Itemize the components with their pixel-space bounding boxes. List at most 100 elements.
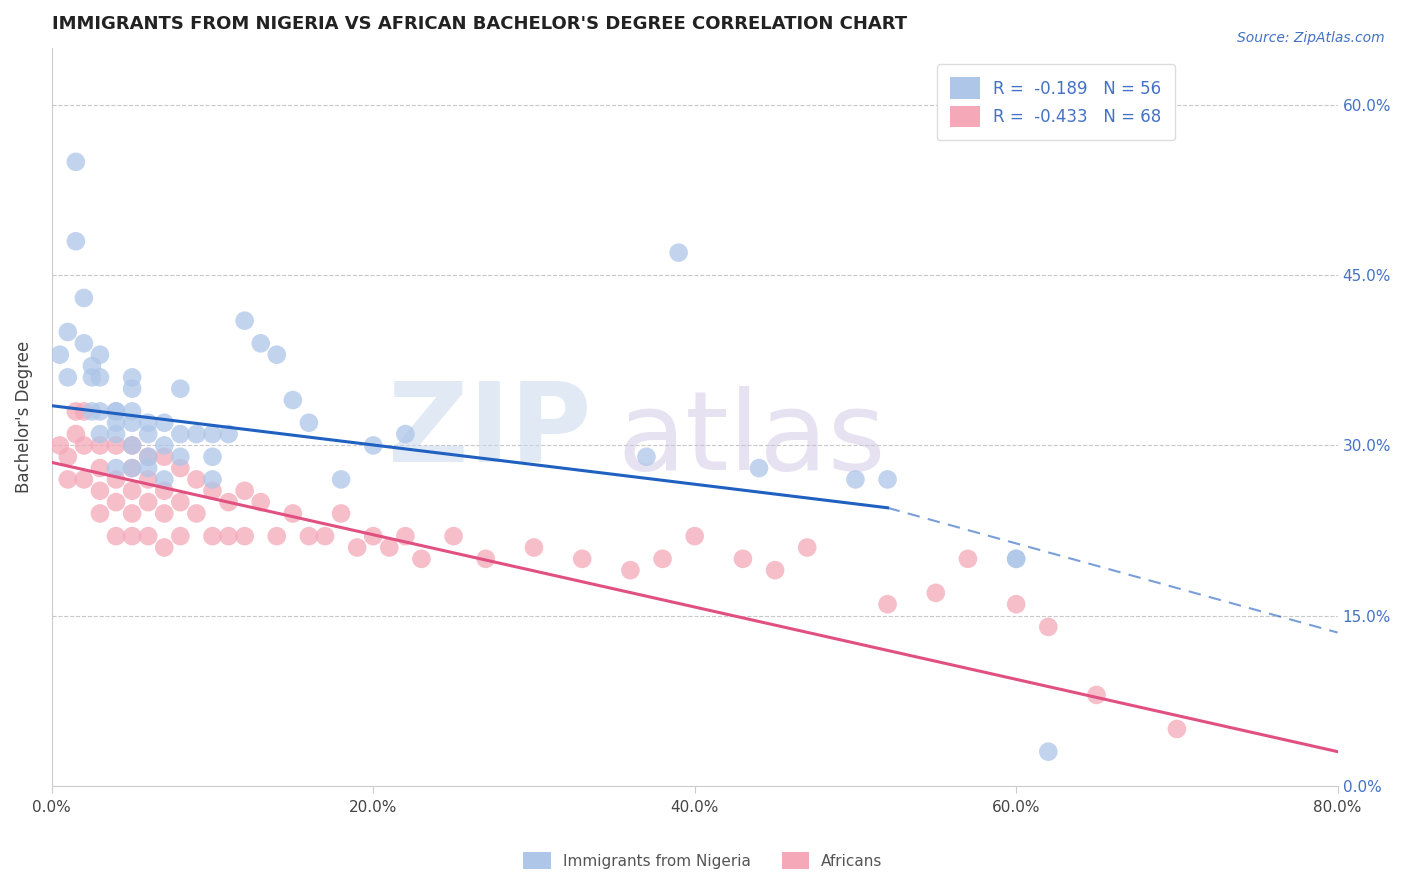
Point <box>844 472 866 486</box>
Point <box>65 404 87 418</box>
Point <box>619 563 641 577</box>
Point <box>153 483 176 498</box>
Point <box>153 450 176 464</box>
Point <box>169 427 191 442</box>
Point <box>153 472 176 486</box>
Point <box>121 461 143 475</box>
Point <box>330 472 353 486</box>
Point <box>136 427 159 442</box>
Point <box>474 551 496 566</box>
Point <box>956 551 979 566</box>
Point <box>1005 597 1028 611</box>
Point <box>523 541 546 555</box>
Point <box>233 483 256 498</box>
Point <box>56 450 79 464</box>
Point <box>186 472 208 486</box>
Point <box>876 472 898 486</box>
Point <box>201 450 224 464</box>
Point <box>73 336 96 351</box>
Point <box>89 507 111 521</box>
Point <box>1085 688 1108 702</box>
Point <box>89 404 111 418</box>
Text: atlas: atlas <box>617 385 886 492</box>
Point <box>748 461 770 475</box>
Point <box>218 495 240 509</box>
Point <box>121 382 143 396</box>
Point <box>89 348 111 362</box>
Point <box>266 529 288 543</box>
Y-axis label: Bachelor's Degree: Bachelor's Degree <box>15 341 32 493</box>
Point <box>683 529 706 543</box>
Point <box>121 438 143 452</box>
Point <box>636 450 658 464</box>
Point <box>80 404 103 418</box>
Point <box>89 370 111 384</box>
Point <box>218 529 240 543</box>
Point <box>169 382 191 396</box>
Point <box>105 438 128 452</box>
Point <box>105 495 128 509</box>
Point <box>169 461 191 475</box>
Point <box>65 154 87 169</box>
Point <box>233 529 256 543</box>
Point <box>201 529 224 543</box>
Point <box>49 348 72 362</box>
Point <box>731 551 754 566</box>
Point <box>361 438 384 452</box>
Point <box>136 461 159 475</box>
Point <box>153 438 176 452</box>
Point <box>89 483 111 498</box>
Point <box>298 416 321 430</box>
Point <box>56 325 79 339</box>
Point <box>121 416 143 430</box>
Point <box>153 416 176 430</box>
Text: IMMIGRANTS FROM NIGERIA VS AFRICAN BACHELOR'S DEGREE CORRELATION CHART: IMMIGRANTS FROM NIGERIA VS AFRICAN BACHE… <box>52 15 907 33</box>
Point <box>136 495 159 509</box>
Point <box>89 461 111 475</box>
Point <box>56 370 79 384</box>
Point <box>136 450 159 464</box>
Point <box>105 404 128 418</box>
Point <box>186 427 208 442</box>
Point <box>105 427 128 442</box>
Point <box>571 551 593 566</box>
Point <box>105 404 128 418</box>
Point <box>201 472 224 486</box>
Point <box>105 461 128 475</box>
Point <box>105 529 128 543</box>
Point <box>169 495 191 509</box>
Point <box>1005 551 1028 566</box>
Point <box>169 529 191 543</box>
Point <box>763 563 786 577</box>
Point <box>411 551 433 566</box>
Point <box>121 438 143 452</box>
Point <box>65 234 87 248</box>
Point <box>249 336 271 351</box>
Point <box>73 472 96 486</box>
Point <box>105 416 128 430</box>
Point <box>443 529 465 543</box>
Point <box>925 586 948 600</box>
Point <box>121 483 143 498</box>
Point <box>121 507 143 521</box>
Point <box>249 495 271 509</box>
Point <box>1166 722 1188 736</box>
Point <box>89 427 111 442</box>
Point <box>121 461 143 475</box>
Point <box>153 507 176 521</box>
Text: ZIP: ZIP <box>388 378 592 485</box>
Point <box>1038 745 1060 759</box>
Point <box>330 507 353 521</box>
Point <box>136 472 159 486</box>
Point <box>49 438 72 452</box>
Point <box>651 551 673 566</box>
Point <box>121 529 143 543</box>
Point <box>201 427 224 442</box>
Point <box>394 529 416 543</box>
Point <box>266 348 288 362</box>
Point <box>361 529 384 543</box>
Point <box>668 245 690 260</box>
Point <box>281 392 304 407</box>
Point <box>796 541 818 555</box>
Legend: R =  -0.189   N = 56, R =  -0.433   N = 68: R = -0.189 N = 56, R = -0.433 N = 68 <box>936 64 1175 140</box>
